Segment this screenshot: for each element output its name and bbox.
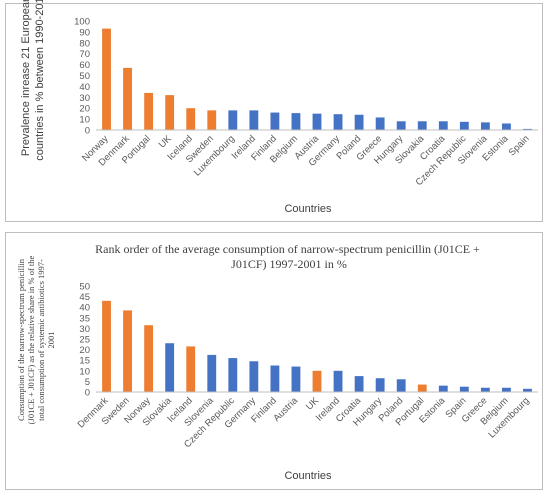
chart-title: Rank order of the average consumption of…	[95, 242, 483, 271]
y-tick-label: 40	[79, 82, 90, 93]
bar-germany	[333, 114, 343, 130]
bar-poland	[396, 379, 406, 392]
y-tick-label: 15	[79, 356, 90, 367]
bar-estonia	[438, 385, 448, 392]
y-tick-label: 10	[79, 115, 90, 126]
bar-austria	[312, 113, 322, 130]
bar-spain	[523, 128, 532, 130]
y-tick-label: 35	[79, 313, 90, 324]
y-tick-label: 60	[79, 60, 90, 71]
y-axis-title-line: 2001	[46, 332, 56, 349]
y-tick-label: 30	[79, 93, 90, 104]
y-tick-label: 0	[85, 388, 90, 399]
bar-denmark	[102, 300, 111, 392]
bar-norway	[144, 325, 154, 392]
bar-hungary	[396, 121, 406, 130]
bar-denmark	[123, 67, 132, 130]
bar-sweden	[207, 110, 217, 130]
bar-iceland	[186, 346, 196, 392]
bar-slovakia	[417, 121, 427, 130]
y-tick-label: 0	[85, 126, 90, 137]
bar-iceland	[186, 108, 196, 130]
y-axis-title: Consumption of the narrow-spectrum penic…	[16, 255, 56, 424]
x-axis-title: Countries	[284, 470, 332, 482]
bar-slovenia	[207, 354, 217, 392]
bar-finland	[270, 365, 280, 392]
chart-title-line-2: J01CF) 1997-2001 in %	[231, 257, 347, 271]
y-tick-label: 10	[79, 366, 90, 377]
y-axis-title: Prevalence inrease 21 European countries …	[20, 0, 46, 161]
y-tick-label: 30	[79, 324, 90, 335]
bar-belgium	[502, 387, 511, 392]
bar-slovakia	[165, 343, 175, 392]
bar-norway	[102, 28, 111, 131]
y-tick-label: 50	[79, 71, 90, 82]
bar-luxembourg	[523, 388, 532, 392]
bar-czech-republic	[228, 358, 238, 392]
y-tick-label: 45	[79, 292, 90, 303]
bar-slovenia	[480, 122, 490, 130]
y-tick-label: 5	[85, 377, 90, 388]
y-tick-label: 70	[79, 49, 90, 60]
bar-spain	[459, 386, 469, 392]
chart-title-line-1: Rank order of the average consumption of…	[95, 242, 480, 256]
y-axis-title-line: Consumption of the narrow-spectrum penic…	[16, 258, 26, 421]
bar-luxembourg	[228, 110, 238, 130]
bar-uk	[165, 95, 175, 130]
chart-penicillin-svg: Rank order of the average consumption of…	[16, 242, 538, 482]
bar-czech-republic	[459, 121, 469, 130]
y-axis-title-text: Consumption of the narrow-spectrum penic…	[16, 255, 56, 424]
y-axis-title-line: (J01CE + J01CF) as the relative share in…	[26, 255, 36, 424]
bar-sweden	[123, 310, 132, 392]
bar-belgium	[291, 113, 301, 130]
y-axis-title-line: total consumption of systemic antibiotic…	[36, 259, 46, 421]
bar-hungary	[375, 378, 385, 392]
bar-estonia	[502, 123, 511, 130]
bar-germany	[249, 361, 259, 392]
x-tick-label-austria: Austria	[271, 395, 300, 424]
y-tick-label: 20	[79, 345, 90, 356]
bar-croatia	[438, 121, 448, 130]
y-tick-label: 20	[79, 104, 90, 115]
bar-portugal	[417, 384, 427, 392]
bar-finland	[270, 112, 280, 130]
y-tick-label: 90	[79, 27, 90, 38]
x-axis-title: Countries	[284, 203, 332, 215]
bar-greece	[480, 387, 490, 392]
bar-croatia	[354, 376, 364, 392]
y-tick-label: 50	[79, 282, 90, 293]
bar-poland	[354, 114, 364, 130]
bar-uk	[312, 370, 322, 392]
y-tick-label: 40	[79, 303, 90, 314]
y-axis-title-line-2: countries in % between 1990-2016	[34, 0, 46, 161]
chart-prevalence-increase: 0 10 20 30 40 50 60 70 80 90 100 Norway Denmark Port…	[5, 0, 543, 222]
y-tick-label: 25	[79, 335, 90, 346]
bar-greece	[375, 117, 385, 130]
y-tick-label: 100	[74, 17, 90, 28]
y-tick-label: 80	[79, 38, 90, 49]
y-axis-title-line-1: Prevalence inrease 21 European	[20, 0, 32, 156]
chart-narrow-spectrum-penicillin: Rank order of the average consumption of…	[5, 232, 543, 490]
bar-ireland	[333, 370, 343, 392]
bar-ireland	[249, 110, 259, 130]
x-tick-label-spain: Spain	[507, 133, 532, 158]
bar-austria	[291, 366, 301, 392]
bar-portugal	[144, 92, 154, 130]
